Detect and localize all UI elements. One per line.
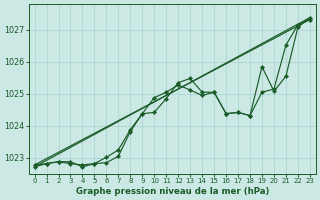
X-axis label: Graphe pression niveau de la mer (hPa): Graphe pression niveau de la mer (hPa) (76, 187, 269, 196)
